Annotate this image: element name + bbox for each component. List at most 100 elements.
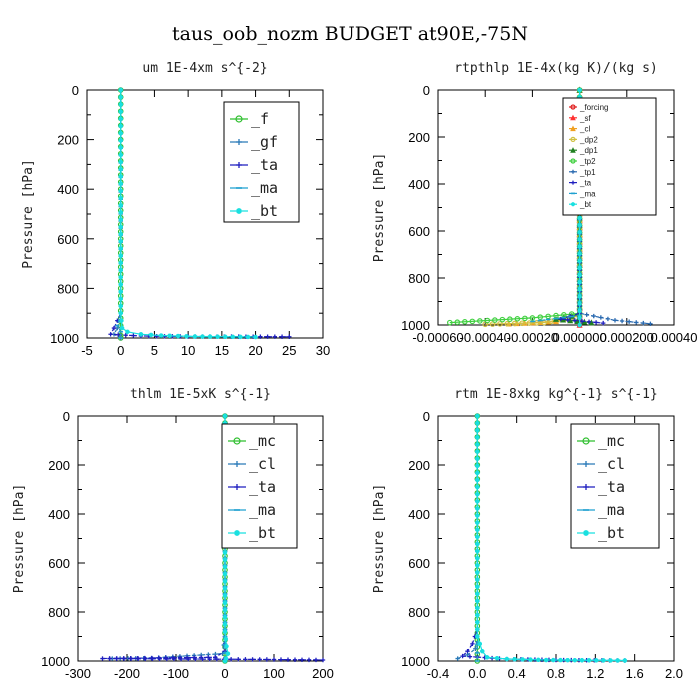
data-point (236, 657, 241, 662)
data-point (572, 657, 577, 663)
data-point (455, 656, 460, 661)
x-tick-label: 0.0 (468, 666, 486, 681)
series-markers-bt (118, 87, 258, 340)
data-point (551, 657, 556, 663)
data-point (121, 656, 127, 661)
data-point (272, 334, 278, 339)
data-point (475, 548, 480, 554)
panel-title: thlm 1E-5xK s^{-1} (130, 387, 271, 402)
data-point (222, 550, 228, 555)
data-point (475, 612, 480, 618)
legend-label: _tp1 (579, 168, 596, 177)
data-point (489, 321, 496, 327)
data-point (475, 435, 480, 440)
data-point (475, 570, 480, 575)
data-point (608, 658, 613, 663)
data-point (118, 203, 123, 208)
data-point (543, 657, 549, 663)
data-point (477, 318, 483, 324)
data-point (577, 244, 582, 249)
data-point (292, 657, 298, 662)
y-axis-label: Pressure [hPa] (372, 484, 387, 594)
data-point (462, 318, 468, 325)
data-point (565, 317, 570, 322)
legend: _forcing _sf _cl_dp2 _dp1 _tp2 _tp1 _ta_ma _bt (562, 97, 657, 216)
legend-label: _tp2 (579, 157, 596, 166)
legend-marker (234, 530, 240, 536)
data-point (572, 318, 578, 323)
data-point (480, 649, 485, 654)
data-point (258, 334, 263, 339)
data-point (469, 318, 476, 325)
data-point (222, 564, 228, 570)
series-markers-tp2 (446, 87, 583, 326)
data-point (475, 506, 480, 511)
data-point (484, 317, 491, 324)
legend-marker (234, 461, 240, 467)
y-tick-label: 600 (408, 224, 430, 239)
data-point (634, 320, 639, 325)
x-tick-label: 20 (248, 343, 262, 358)
data-point (492, 317, 498, 323)
data-point (526, 320, 533, 326)
legend-marker (234, 484, 240, 490)
x-tick-label: 25 (282, 343, 296, 358)
data-point (118, 303, 123, 309)
data-point (115, 332, 121, 337)
legend-label: _ma (251, 179, 278, 197)
data-point (475, 492, 480, 497)
data-point (460, 653, 465, 659)
legend: _mc _cl _ta _ma _bt (221, 423, 298, 549)
panel-title: um 1E-4xm s^{-2} (142, 61, 267, 76)
data-point (136, 656, 141, 661)
panel-title: rtpthlp 1E-4x(kg K)/(kg s) (454, 61, 658, 76)
legend-marker (233, 437, 241, 445)
data-point (118, 282, 123, 287)
x-tick-label: 0.000200 (600, 330, 654, 345)
legend-marker (236, 139, 242, 145)
series-line-tp2 (449, 90, 581, 324)
legend-label: _cl (249, 455, 276, 473)
data-point (207, 334, 213, 339)
data-point (108, 332, 113, 337)
x-tick-label: -0.00020 (507, 330, 558, 345)
data-point (299, 657, 305, 663)
x-tick-label: -0.00060 (412, 330, 463, 345)
data-point (222, 622, 228, 627)
data-point (118, 246, 123, 251)
y-tick-label: 800 (408, 271, 430, 286)
x-tick-label: 0.8 (547, 666, 565, 681)
data-point (475, 591, 480, 597)
legend-marker (583, 530, 589, 536)
series-line-cl (112, 416, 226, 660)
x-tick-label: 0 (221, 666, 228, 681)
data-point (507, 316, 513, 323)
series-line-cl (457, 416, 478, 660)
data-point (123, 332, 128, 338)
x-tick-label: 0.00040 (651, 330, 698, 345)
data-point (222, 413, 228, 419)
data-point (512, 657, 517, 662)
data-point (225, 651, 231, 656)
data-point (313, 657, 319, 663)
data-point (118, 267, 123, 273)
y-tick-label: 1000 (401, 318, 430, 333)
data-point (577, 294, 582, 299)
data-point (222, 571, 228, 577)
data-point (470, 641, 475, 647)
x-tick-label: -5 (81, 343, 93, 358)
data-point (118, 210, 123, 215)
legend-marker (583, 461, 589, 467)
legend-label: _bt (249, 524, 276, 542)
legend-marker (570, 104, 576, 110)
data-point (475, 413, 480, 419)
legend-marker (236, 162, 242, 168)
legend-marker (570, 147, 576, 153)
y-tick-label: 0 (423, 409, 430, 424)
panel-title: rtm 1E-8xkg kg^{-1} s^{-1} (454, 387, 658, 402)
data-point (577, 223, 582, 228)
data-point (536, 657, 541, 663)
legend-label: _forcing (579, 103, 608, 112)
data-point (465, 652, 470, 658)
data-point (475, 605, 480, 611)
